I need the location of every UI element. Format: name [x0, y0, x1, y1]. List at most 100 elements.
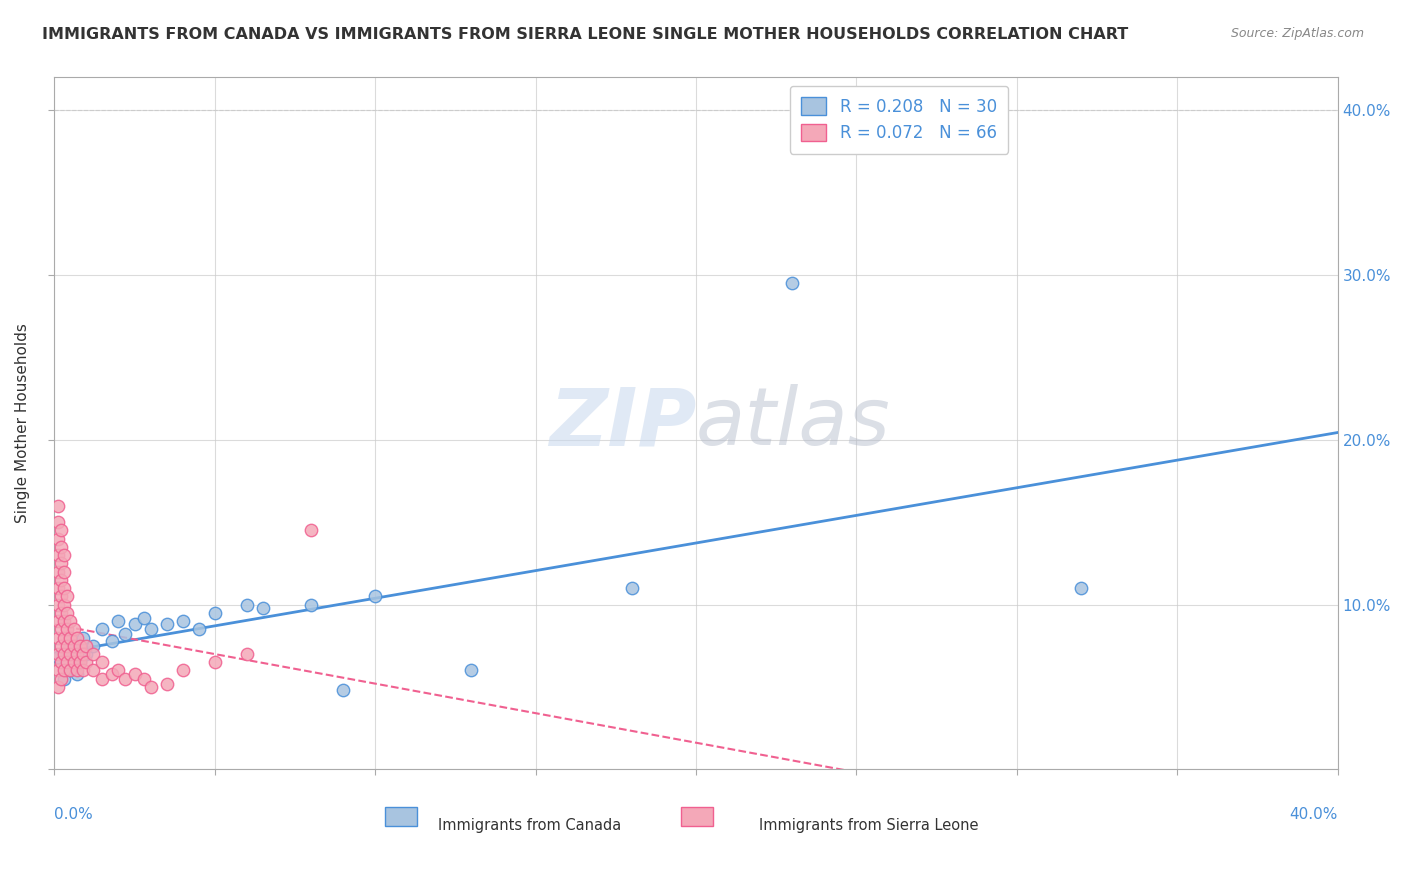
Text: ZIP: ZIP — [548, 384, 696, 462]
Point — [52, 614, 75, 628]
Point — [252, 600, 274, 615]
Point — [49, 540, 72, 554]
Point — [299, 598, 322, 612]
Point — [75, 639, 97, 653]
Point — [69, 655, 91, 669]
Point — [204, 606, 226, 620]
Point — [46, 565, 69, 579]
Point — [52, 548, 75, 562]
Point — [49, 590, 72, 604]
Point — [59, 614, 82, 628]
Text: 0.0%: 0.0% — [55, 807, 93, 822]
Point — [49, 672, 72, 686]
Point — [59, 664, 82, 678]
Point — [49, 524, 72, 538]
Point — [236, 647, 259, 661]
Point — [75, 655, 97, 669]
Point — [49, 557, 72, 571]
Point — [52, 598, 75, 612]
Point — [59, 631, 82, 645]
Text: IMMIGRANTS FROM CANADA VS IMMIGRANTS FROM SIERRA LEONE SINGLE MOTHER HOUSEHOLDS : IMMIGRANTS FROM CANADA VS IMMIGRANTS FRO… — [42, 27, 1129, 42]
Point — [56, 655, 79, 669]
Point — [91, 622, 114, 636]
Point — [62, 639, 84, 653]
Point — [172, 614, 194, 628]
Point — [139, 680, 162, 694]
Point — [46, 598, 69, 612]
Point — [46, 499, 69, 513]
Point — [46, 664, 69, 678]
Point — [52, 664, 75, 678]
Point — [46, 650, 69, 665]
Point — [66, 664, 89, 678]
Point — [49, 655, 72, 669]
Legend: R = 0.208   N = 30, R = 0.072   N = 66: R = 0.208 N = 30, R = 0.072 N = 66 — [790, 86, 1008, 153]
Point — [52, 647, 75, 661]
Point — [66, 647, 89, 661]
Point — [72, 647, 94, 661]
Point — [52, 565, 75, 579]
Point — [364, 590, 387, 604]
Point — [134, 611, 156, 625]
Y-axis label: Single Mother Households: Single Mother Households — [15, 324, 30, 524]
Point — [82, 639, 104, 653]
Point — [66, 631, 89, 645]
Text: Immigrants from Canada: Immigrants from Canada — [437, 818, 621, 833]
Point — [52, 672, 75, 686]
Point — [72, 631, 94, 645]
Point — [46, 680, 69, 694]
Point — [62, 639, 84, 653]
Point — [172, 664, 194, 678]
Text: 40.0%: 40.0% — [1289, 807, 1337, 822]
Point — [155, 617, 177, 632]
Point — [46, 515, 69, 529]
Point — [101, 633, 124, 648]
Point — [124, 617, 146, 632]
Point — [72, 664, 94, 678]
Point — [139, 622, 162, 636]
Point — [187, 622, 209, 636]
Point — [114, 672, 136, 686]
Point — [82, 664, 104, 678]
Point — [49, 606, 72, 620]
Point — [107, 664, 129, 678]
Point — [46, 647, 69, 661]
Point — [204, 655, 226, 669]
Point — [56, 622, 79, 636]
Point — [236, 598, 259, 612]
Point — [114, 627, 136, 641]
Point — [1070, 581, 1092, 595]
Point — [46, 532, 69, 546]
Point — [52, 631, 75, 645]
Point — [56, 639, 79, 653]
Point — [107, 614, 129, 628]
Point — [299, 524, 322, 538]
Point — [56, 606, 79, 620]
FancyBboxPatch shape — [681, 806, 713, 826]
Text: Immigrants from Sierra Leone: Immigrants from Sierra Leone — [759, 818, 979, 833]
Point — [46, 631, 69, 645]
Point — [52, 581, 75, 595]
Point — [780, 277, 803, 291]
Point — [101, 666, 124, 681]
Point — [49, 639, 72, 653]
Point — [91, 655, 114, 669]
Point — [59, 647, 82, 661]
Point — [91, 672, 114, 686]
Point — [460, 664, 482, 678]
Point — [620, 581, 643, 595]
Point — [332, 683, 354, 698]
Text: atlas: atlas — [696, 384, 891, 462]
Point — [62, 655, 84, 669]
Point — [155, 676, 177, 690]
Point — [124, 666, 146, 681]
Point — [82, 647, 104, 661]
Point — [46, 581, 69, 595]
Point — [69, 639, 91, 653]
Text: Source: ZipAtlas.com: Source: ZipAtlas.com — [1230, 27, 1364, 40]
Point — [62, 622, 84, 636]
Point — [46, 614, 69, 628]
Point — [49, 622, 72, 636]
Point — [59, 664, 82, 678]
Point — [75, 647, 97, 661]
